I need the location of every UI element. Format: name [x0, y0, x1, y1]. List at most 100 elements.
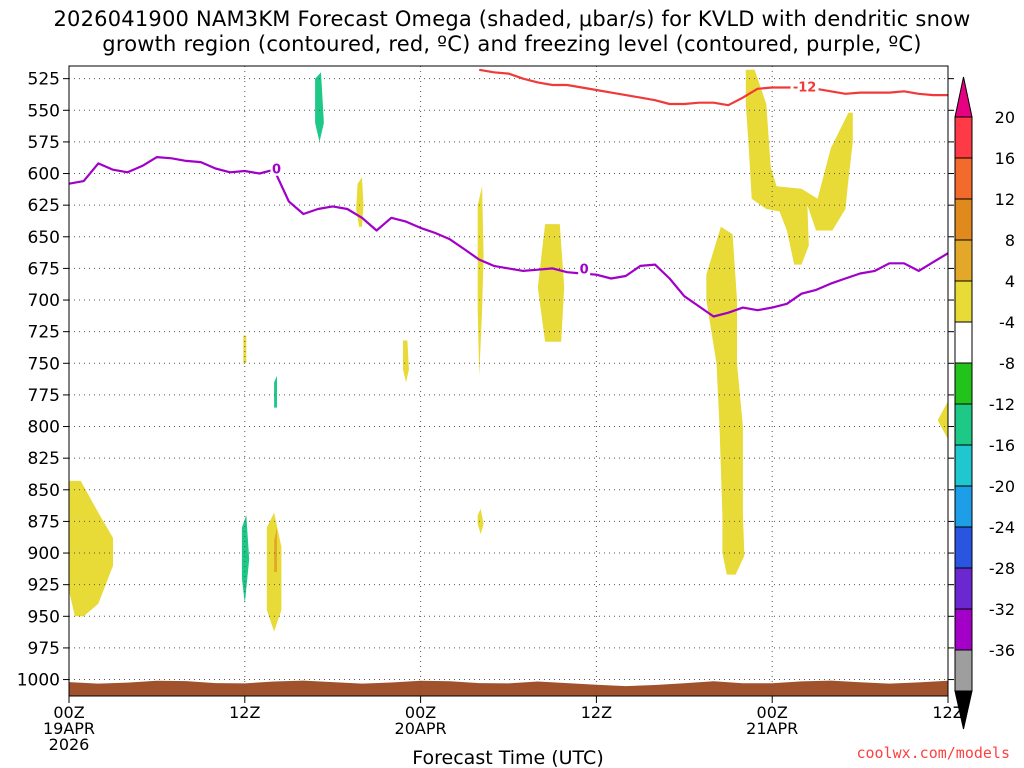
ground-terrain	[69, 680, 948, 696]
colorbar-swatch	[954, 485, 973, 528]
omega-region-4	[403, 340, 409, 383]
x-tick-label: 20APR	[395, 719, 447, 738]
omega-shading-layer	[69, 66, 948, 633]
freezing-level-label: 0	[580, 263, 589, 278]
omega-region-8	[706, 226, 745, 575]
dgz-minus12-label: -12	[793, 81, 817, 96]
y-tick-label: 750	[28, 354, 60, 374]
colorbar-label: -36	[989, 641, 1015, 660]
freezing-level-label: 0	[272, 163, 281, 178]
y-tick-label: 575	[28, 133, 60, 153]
colorbar-label: -4	[999, 313, 1015, 332]
omega-region-0	[69, 480, 113, 617]
colorbar-label: -32	[989, 600, 1015, 619]
y-axis: 525 550 575 600 625 650 675 700 725 750 775 800 825 8…	[17, 70, 954, 691]
omega-region-19	[241, 515, 250, 604]
colorbar-swatch	[954, 239, 973, 282]
omega-region-6	[477, 508, 484, 535]
omega-region-9	[745, 69, 853, 265]
y-tick-label: 600	[28, 165, 60, 185]
y-tick-label: 875	[28, 512, 60, 532]
colorbar-swatch	[954, 157, 973, 200]
colorbar-swatch	[954, 362, 973, 405]
y-tick-label: 775	[28, 386, 60, 406]
contour-labels: 0 0 -12	[270, 79, 819, 278]
colorbar-label: 4	[1005, 272, 1015, 291]
colorbar-label: 8	[1005, 231, 1015, 250]
colorbar-swatch	[954, 280, 973, 323]
plot-frame	[68, 65, 949, 697]
x-tick-label: 2026	[49, 735, 90, 754]
freezing-level-label-bg	[270, 161, 283, 176]
colorbar-swatch	[954, 608, 973, 651]
y-tick-label: 625	[28, 196, 60, 216]
omega-region-7	[537, 224, 565, 342]
omega-region-11	[203, 350, 220, 478]
colorbar-label: -20	[989, 477, 1015, 496]
omega-region-14	[294, 66, 327, 460]
colorbar-label: 12	[995, 190, 1015, 209]
colorbar-bottom-arrow	[954, 690, 973, 730]
colorbar-legend: 20 16 12 8 4 -4 -8 -12 -16 -20 -24 -28 -32 -36	[954, 76, 1015, 730]
omega-region-1	[266, 512, 282, 632]
freezing-level-contour	[69, 156, 948, 318]
x-tick-label: 12Z	[229, 703, 260, 722]
contour-lines	[69, 68, 948, 318]
x-tick-label: 12Z	[932, 703, 963, 722]
gridlines	[68, 66, 949, 696]
y-tick-label: 675	[28, 259, 60, 279]
colorbar-swatch	[954, 567, 973, 610]
omega-region-18	[315, 72, 324, 142]
y-tick-label: 925	[28, 576, 60, 596]
omega-region-2	[243, 335, 247, 364]
colorbar-label: -8	[999, 354, 1015, 373]
omega-region-13	[268, 274, 282, 440]
omega-region-10	[937, 401, 948, 440]
y-tick-label: 700	[28, 291, 60, 311]
colorbar-label: -12	[989, 395, 1015, 414]
x-axis-label: Forecast Time (UTC)	[412, 747, 603, 768]
y-tick-label: 1000	[17, 671, 60, 691]
colorbar-swatch	[954, 198, 973, 241]
colorbar-swatch	[954, 526, 973, 569]
colorbar-label: -16	[989, 436, 1015, 455]
y-tick-label: 975	[28, 639, 60, 659]
y-tick-label: 650	[28, 228, 60, 248]
y-tick-label: 525	[28, 70, 60, 90]
y-tick-label: 725	[28, 323, 60, 343]
x-tick-label: 00Z	[53, 703, 84, 722]
x-tick-label: 00Z	[405, 703, 436, 722]
x-tick-label: 19APR	[43, 719, 95, 738]
colorbar-top-arrow	[954, 76, 973, 118]
omega-region-20	[274, 375, 277, 408]
colorbar-swatch	[954, 116, 973, 159]
omega-region-15	[290, 582, 295, 623]
colorbar-label: -24	[989, 518, 1015, 537]
omega-region-17	[395, 454, 412, 629]
y-tick-label: 850	[28, 481, 60, 501]
y-tick-label: 950	[28, 607, 60, 627]
dgz-minus12-contour	[479, 68, 948, 107]
colorbar-swatch	[954, 321, 973, 364]
y-tick-label: 900	[28, 544, 60, 564]
omega-region-21	[274, 527, 277, 572]
x-tick-label: 12Z	[581, 703, 612, 722]
x-tick-label: 21APR	[746, 719, 798, 738]
y-tick-label: 825	[28, 449, 60, 469]
y-tick-label: 800	[28, 418, 60, 438]
x-tick-label: 00Z	[757, 703, 788, 722]
ground-layer	[69, 680, 948, 696]
chart-title-line2: growth region (contoured, red, ºC) and f…	[102, 32, 922, 56]
dgz-minus12-label-bg	[790, 79, 819, 94]
colorbar-swatch	[954, 649, 973, 692]
colorbar-label: 16	[995, 149, 1015, 168]
credit-text: coolwx.com/models	[856, 744, 1010, 762]
omega-region-5	[477, 186, 484, 376]
freezing-level-label-bg	[578, 261, 591, 276]
chart-title-line1: 2026041900 NAM3KM Forecast Omega (shaded…	[53, 7, 971, 31]
colorbar-swatch	[954, 444, 973, 487]
y-tick-label: 550	[28, 101, 60, 121]
colorbar-swatch	[954, 403, 973, 446]
